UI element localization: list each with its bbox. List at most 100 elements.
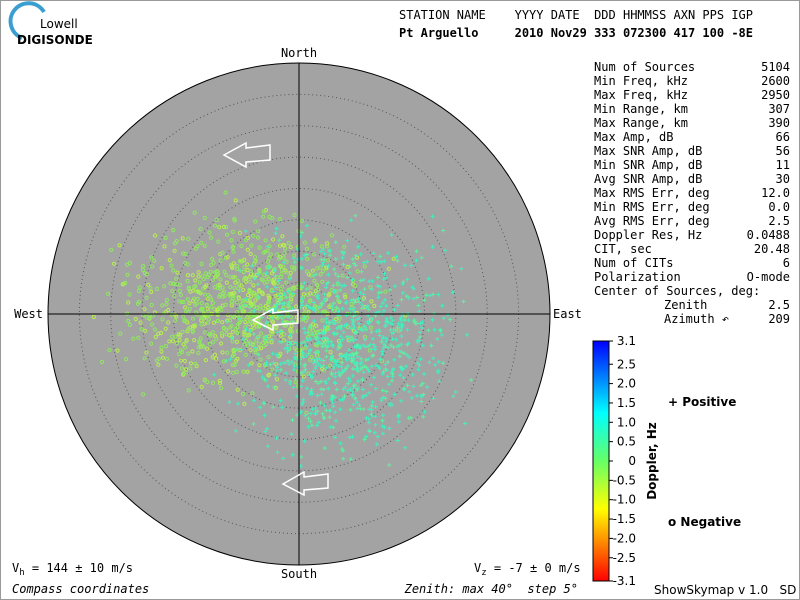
source-point <box>359 302 364 307</box>
source-point <box>378 254 383 259</box>
source-point <box>167 258 172 263</box>
source-point <box>417 363 422 368</box>
source-point <box>324 408 329 413</box>
source-point <box>286 347 291 352</box>
source-point <box>381 277 386 282</box>
center-label: Azimuth ↶ <box>664 312 729 326</box>
source-point <box>404 294 409 299</box>
source-point <box>303 318 308 323</box>
source-point <box>241 337 245 342</box>
source-point <box>436 359 441 364</box>
source-point <box>429 343 434 348</box>
source-point <box>288 342 293 347</box>
source-point <box>459 266 464 271</box>
colorbar-tick-label: -1.5 <box>613 512 636 526</box>
source-point <box>191 288 196 293</box>
source-point <box>127 292 132 297</box>
source-point <box>342 293 347 298</box>
source-point <box>203 271 208 276</box>
source-point <box>340 360 345 365</box>
source-point <box>253 350 258 355</box>
source-point <box>206 320 211 325</box>
source-point <box>355 387 360 392</box>
source-point <box>346 363 350 368</box>
source-point <box>326 376 331 381</box>
source-point <box>347 270 352 275</box>
source-point <box>229 264 234 269</box>
source-point <box>364 358 368 362</box>
source-point <box>153 233 158 238</box>
source-point <box>202 243 207 248</box>
source-point <box>285 349 290 354</box>
colorbar-tick-label: 0.5 <box>617 435 636 449</box>
source-point <box>277 298 282 303</box>
source-point <box>243 303 247 308</box>
source-point <box>308 419 313 424</box>
source-point <box>361 387 366 392</box>
source-point <box>367 429 372 434</box>
source-point <box>288 294 293 299</box>
source-point <box>440 303 445 308</box>
source-point <box>338 441 343 446</box>
source-point <box>369 299 374 304</box>
source-point <box>199 322 204 327</box>
source-point <box>361 260 366 265</box>
source-point <box>312 238 317 243</box>
source-point <box>195 244 200 249</box>
source-point <box>330 355 335 360</box>
stat-value: 390 <box>768 116 790 130</box>
source-point <box>416 303 421 308</box>
source-point <box>269 316 274 321</box>
source-point <box>180 236 185 241</box>
source-point <box>235 387 240 392</box>
source-point <box>412 319 417 324</box>
source-point <box>352 344 357 349</box>
source-point <box>218 277 223 282</box>
source-point <box>292 213 297 218</box>
source-point <box>188 361 193 366</box>
source-point <box>234 300 239 305</box>
version-label: ShowSkymap v 1.0 SD v 5.0 <box>654 583 800 597</box>
source-point <box>332 331 337 336</box>
source-point <box>385 374 390 379</box>
source-point <box>321 415 326 420</box>
source-point <box>232 274 238 280</box>
source-point <box>358 252 363 257</box>
source-point <box>383 367 388 372</box>
source-point <box>214 336 219 341</box>
source-point <box>217 305 222 310</box>
source-point <box>361 393 366 398</box>
source-point <box>224 273 229 278</box>
source-point <box>323 379 328 384</box>
source-point <box>350 392 355 397</box>
source-point <box>358 327 363 332</box>
source-point <box>339 353 344 358</box>
source-point <box>351 366 355 371</box>
source-point <box>196 345 201 350</box>
source-point <box>163 235 168 240</box>
source-point <box>178 348 183 353</box>
source-point <box>404 364 409 369</box>
source-point <box>333 271 338 276</box>
source-point <box>331 318 335 323</box>
source-point <box>183 345 188 350</box>
source-point <box>306 371 311 376</box>
source-point <box>432 327 437 332</box>
source-point <box>171 268 176 273</box>
source-point <box>305 256 310 261</box>
source-point <box>353 263 358 268</box>
source-point <box>229 238 234 243</box>
source-point <box>301 351 306 356</box>
source-point <box>181 299 186 305</box>
colorbar-tick-label: 0 <box>628 454 636 468</box>
source-point <box>284 259 289 264</box>
source-point <box>355 360 360 365</box>
source-point <box>256 346 261 351</box>
source-point <box>300 266 305 271</box>
source-point <box>405 353 410 357</box>
source-point <box>229 291 234 296</box>
source-point <box>166 320 171 325</box>
source-point <box>235 278 240 283</box>
source-point <box>152 258 157 263</box>
source-point <box>162 244 167 249</box>
